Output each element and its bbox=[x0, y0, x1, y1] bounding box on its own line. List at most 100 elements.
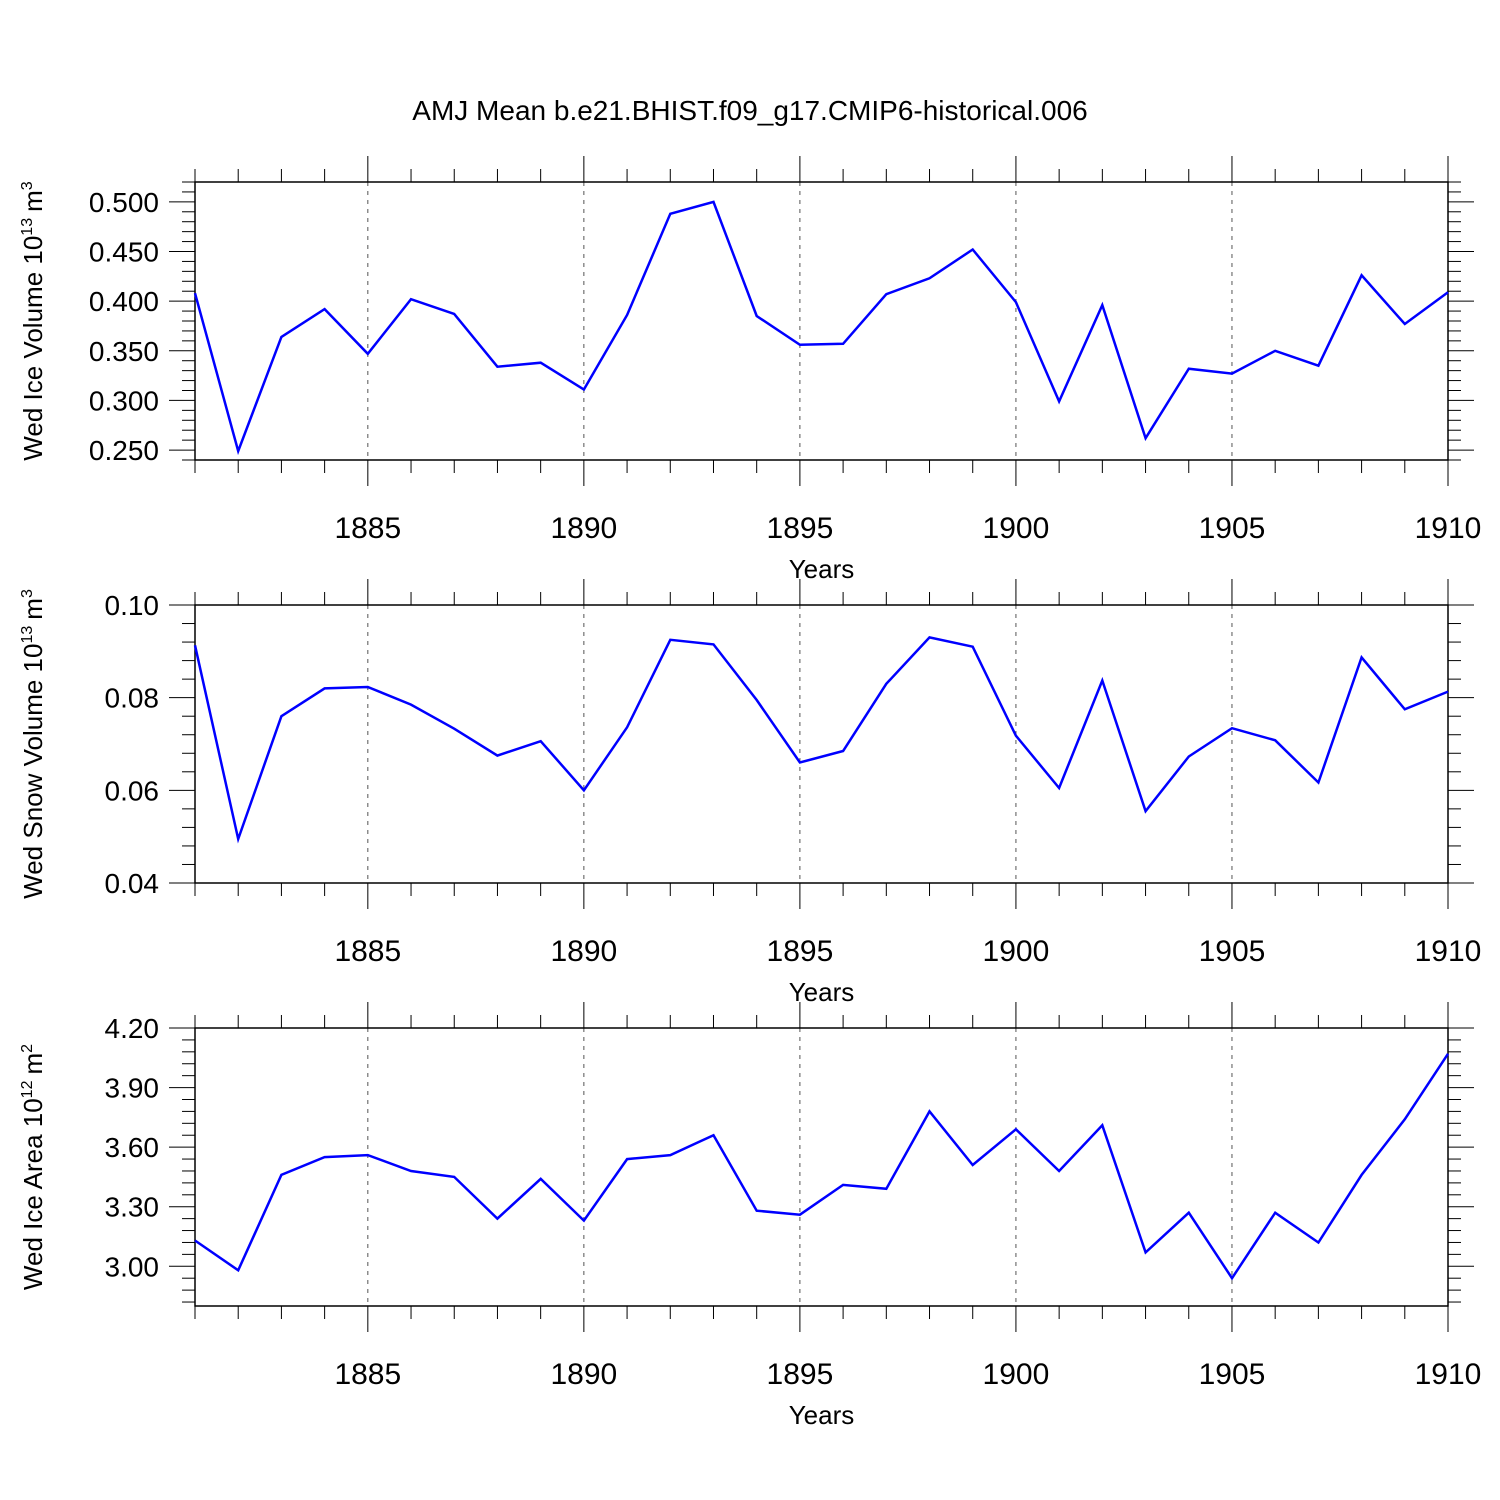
data-point bbox=[279, 1173, 283, 1177]
data-point bbox=[625, 1157, 629, 1161]
data-point bbox=[668, 1153, 672, 1157]
data-point bbox=[1273, 349, 1277, 353]
y-tick-label: 0.300 bbox=[89, 385, 159, 416]
x-tick-label: 1885 bbox=[334, 935, 401, 968]
data-point bbox=[798, 761, 802, 765]
data-point bbox=[236, 1268, 240, 1272]
x-tick-label: 1910 bbox=[1415, 935, 1482, 968]
x-tick-label: 1890 bbox=[550, 935, 617, 968]
data-point bbox=[1230, 372, 1234, 376]
data-point bbox=[366, 352, 370, 356]
data-point bbox=[1100, 1123, 1104, 1127]
y-tick-label: 3.90 bbox=[105, 1073, 160, 1104]
data-point bbox=[279, 714, 283, 718]
y-tick-label: 0.400 bbox=[89, 286, 159, 317]
data-point bbox=[1230, 1276, 1234, 1280]
series-line bbox=[193, 636, 1449, 844]
x-tick-label: 1905 bbox=[1199, 1358, 1266, 1391]
data-point bbox=[452, 1175, 456, 1179]
y-axis-label-text: Wed Ice Volume 10 bbox=[18, 236, 48, 461]
data-point bbox=[755, 698, 759, 702]
data-point bbox=[452, 727, 456, 731]
y-axis-label-unit: m bbox=[18, 598, 48, 620]
data-point bbox=[582, 1219, 586, 1223]
y-tick-label: 0.06 bbox=[105, 775, 160, 806]
x-tick-label: 1890 bbox=[550, 1358, 617, 1391]
data-point bbox=[1014, 300, 1018, 304]
data-point bbox=[236, 837, 240, 841]
data-point bbox=[495, 754, 499, 758]
data-point bbox=[1403, 707, 1407, 711]
y-tick-label: 0.04 bbox=[105, 868, 160, 899]
data-point bbox=[582, 388, 586, 392]
data-point bbox=[452, 312, 456, 316]
y-axis-label-text: Wed Snow Volume 10 bbox=[18, 644, 48, 899]
data-point bbox=[279, 335, 283, 339]
x-tick-label: 1905 bbox=[1199, 512, 1266, 545]
y-axis-label-unit: m bbox=[18, 190, 48, 212]
data-point bbox=[928, 1109, 932, 1113]
data-point bbox=[582, 788, 586, 792]
data-point bbox=[193, 1238, 197, 1242]
data-point bbox=[323, 686, 327, 690]
data-point bbox=[884, 682, 888, 686]
x-tick-label: 1900 bbox=[983, 1358, 1050, 1391]
data-point bbox=[1144, 1250, 1148, 1254]
data-point bbox=[971, 1163, 975, 1167]
y-axis-label-unit-exponent: 3 bbox=[19, 589, 36, 598]
data-point bbox=[1144, 809, 1148, 813]
y-tick-label: 0.10 bbox=[105, 590, 160, 621]
data-point bbox=[236, 449, 240, 453]
y-tick-label: 4.20 bbox=[105, 1013, 160, 1044]
y-axis-label: Wed Ice Volume 1013 m3 bbox=[18, 181, 48, 460]
x-tick-label: 1885 bbox=[334, 512, 401, 545]
y-tick-label: 0.500 bbox=[89, 187, 159, 218]
data-point bbox=[495, 1217, 499, 1221]
data-point bbox=[1316, 1240, 1320, 1244]
x-tick-label: 1885 bbox=[334, 1358, 401, 1391]
data-point bbox=[841, 342, 845, 346]
y-axis-label-exponent: 13 bbox=[19, 218, 36, 236]
data-point bbox=[884, 1187, 888, 1191]
data-point bbox=[1316, 364, 1320, 368]
data-point bbox=[1360, 655, 1364, 659]
chart-panel-3: 3.00 3.30 3.60 3.90 4.20 1885 1890 1895 1900 1905… bbox=[18, 1002, 1481, 1430]
data-point bbox=[711, 642, 715, 646]
data-point bbox=[971, 248, 975, 252]
y-axis-label-exponent: 13 bbox=[19, 626, 36, 644]
series-line bbox=[194, 1053, 1450, 1281]
data-point bbox=[711, 1133, 715, 1137]
x-tick-label: 1900 bbox=[983, 935, 1050, 968]
y-tick-label: 0.250 bbox=[89, 435, 159, 466]
data-point bbox=[1273, 738, 1277, 742]
data-point bbox=[539, 1177, 543, 1181]
data-point bbox=[539, 739, 543, 743]
y-tick-label: 0.08 bbox=[105, 683, 160, 714]
data-point bbox=[1187, 367, 1191, 371]
x-tick-label: 1910 bbox=[1415, 512, 1482, 545]
y-tick-label: 3.00 bbox=[105, 1251, 160, 1282]
data-point bbox=[928, 276, 932, 280]
data-point bbox=[323, 1155, 327, 1159]
data-point bbox=[539, 361, 543, 365]
data-point bbox=[1230, 726, 1234, 730]
data-point bbox=[1446, 1052, 1450, 1056]
data-point bbox=[1057, 786, 1061, 790]
data-point bbox=[668, 212, 672, 216]
data-point bbox=[755, 1209, 759, 1213]
data-point bbox=[1273, 1211, 1277, 1215]
data-point bbox=[1057, 1169, 1061, 1173]
plot-frame bbox=[194, 604, 1449, 884]
figure-title: AMJ Mean b.e21.BHIST.f09_g17.CMIP6-histo… bbox=[412, 95, 1087, 126]
data-point bbox=[1187, 755, 1191, 759]
data-point bbox=[1100, 303, 1104, 307]
data-point bbox=[798, 1213, 802, 1217]
data-point bbox=[841, 749, 845, 753]
data-point bbox=[323, 307, 327, 311]
data-point bbox=[971, 645, 975, 649]
data-point bbox=[409, 1169, 413, 1173]
data-point bbox=[1144, 436, 1148, 440]
y-axis-label-unit: m bbox=[18, 1053, 48, 1075]
data-point bbox=[193, 643, 197, 647]
